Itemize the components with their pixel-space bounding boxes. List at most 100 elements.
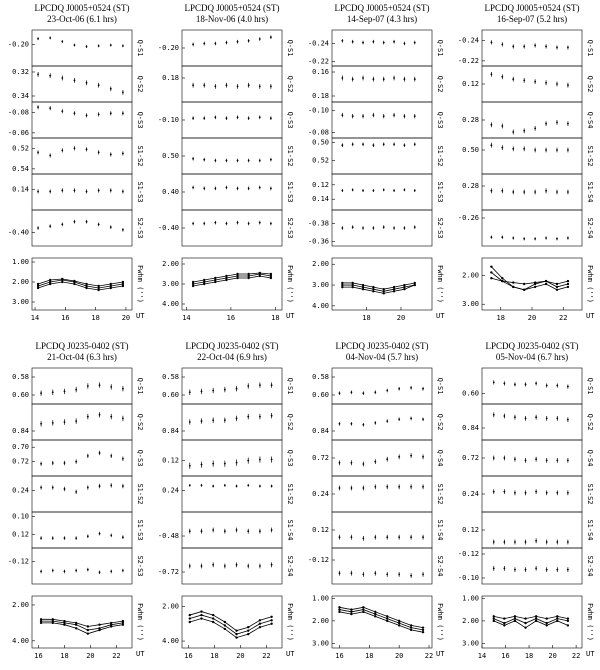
- y-axis-label: Q-S2: [136, 414, 144, 431]
- y-tick-label: 4.00: [312, 302, 329, 310]
- panel-title: LPCDQ J0005+0524 (ST): [484, 3, 579, 13]
- data-point: [223, 388, 226, 391]
- data-point: [203, 117, 206, 120]
- data-point: [85, 45, 88, 48]
- data-point: [214, 116, 217, 119]
- y-tick-label: 4.00: [162, 637, 179, 645]
- y-tick-label: -0.10: [308, 107, 329, 115]
- x-axis-label: UT: [586, 312, 595, 320]
- data-point: [122, 152, 124, 155]
- data-point: [223, 484, 226, 487]
- fwhm-marker: [110, 621, 113, 625]
- fwhm-marker: [501, 279, 504, 283]
- data-point: [514, 491, 516, 494]
- data-point: [51, 391, 54, 394]
- fwhm-marker: [513, 619, 517, 623]
- fwhm-marker: [492, 619, 495, 623]
- data-point: [556, 417, 559, 420]
- x-tick-label: 16: [34, 652, 42, 660]
- fwhm-marker: [188, 620, 191, 624]
- fwhm-marker: [39, 621, 43, 625]
- data-point: [422, 387, 424, 390]
- data-point: [501, 43, 504, 46]
- fwhm-marker: [270, 622, 273, 625]
- subplot-frame: [31, 547, 133, 585]
- y-axis-label: Q-S1: [436, 378, 444, 395]
- fwhm-marker: [533, 285, 537, 289]
- fwhm-line: [37, 281, 123, 291]
- fwhm-marker: [338, 610, 341, 614]
- data-point: [338, 536, 341, 539]
- data-point: [200, 390, 203, 393]
- y-tick-label: 0.60: [462, 390, 479, 398]
- fwhm-marker: [566, 619, 570, 623]
- data-point: [534, 80, 537, 83]
- data-point: [545, 149, 547, 151]
- y-axis-label: Q-S2: [136, 76, 144, 93]
- data-point: [374, 391, 377, 394]
- x-tick-label: 18: [365, 652, 373, 660]
- data-point: [413, 189, 416, 192]
- data-point: [40, 570, 42, 573]
- subplot-frame: [181, 547, 283, 585]
- data-point: [386, 458, 389, 461]
- data-point: [556, 459, 559, 462]
- data-point: [386, 536, 389, 539]
- data-point: [214, 187, 217, 190]
- data-point: [341, 144, 344, 147]
- y-tick-label: -0.22: [308, 58, 329, 66]
- x-tick-label: 16: [184, 652, 192, 660]
- data-point: [235, 461, 238, 464]
- data-point: [350, 536, 353, 539]
- data-point: [61, 149, 64, 152]
- data-point: [110, 386, 113, 388]
- data-point: [362, 77, 364, 79]
- fwhm-line: [37, 279, 123, 289]
- y-axis-label: S2-S4: [586, 217, 594, 238]
- fwhm-marker: [545, 617, 548, 620]
- fwhm-marker: [341, 285, 344, 289]
- data-point: [235, 563, 238, 566]
- data-point: [61, 77, 64, 79]
- fwhm-marker: [121, 282, 125, 286]
- y-tick-label: 1.00: [462, 594, 479, 602]
- data-point: [338, 572, 341, 575]
- fwhm-marker: [403, 283, 406, 287]
- data-point: [200, 565, 203, 567]
- data-point: [372, 227, 375, 229]
- subplot-frame: [181, 29, 283, 67]
- y-axis-label: S1-S2: [136, 483, 144, 504]
- data-point: [236, 221, 239, 224]
- data-point: [545, 81, 547, 84]
- fwhm-marker: [258, 619, 262, 622]
- data-point: [350, 487, 353, 489]
- data-point: [393, 114, 395, 116]
- data-point: [566, 541, 569, 543]
- data-point: [85, 148, 88, 151]
- subplot-frame: [31, 595, 133, 649]
- data-point: [566, 459, 569, 462]
- data-point: [503, 541, 506, 543]
- data-point: [535, 382, 538, 385]
- data-point: [413, 226, 416, 229]
- data-point: [545, 417, 548, 420]
- fwhm-marker: [490, 265, 493, 268]
- data-point: [214, 42, 217, 45]
- data-point: [86, 535, 89, 538]
- subplot-frame: [31, 65, 133, 103]
- data-point: [492, 457, 495, 459]
- fwhm-marker: [110, 623, 113, 626]
- y-tick-label: 0.24: [462, 490, 479, 498]
- subplot-frame: [31, 403, 133, 441]
- subplot-frame: [181, 209, 283, 247]
- fwhm-marker: [121, 619, 125, 623]
- data-point: [374, 572, 377, 575]
- subplot-frame: [331, 173, 433, 211]
- fwhm-marker: [258, 271, 261, 275]
- data-point: [535, 567, 538, 570]
- data-point: [225, 84, 228, 87]
- y-axis-label: S2-S3: [136, 217, 144, 238]
- data-point: [523, 147, 526, 150]
- y-tick-label: 4.00: [162, 300, 179, 308]
- fwhm-marker: [98, 623, 101, 626]
